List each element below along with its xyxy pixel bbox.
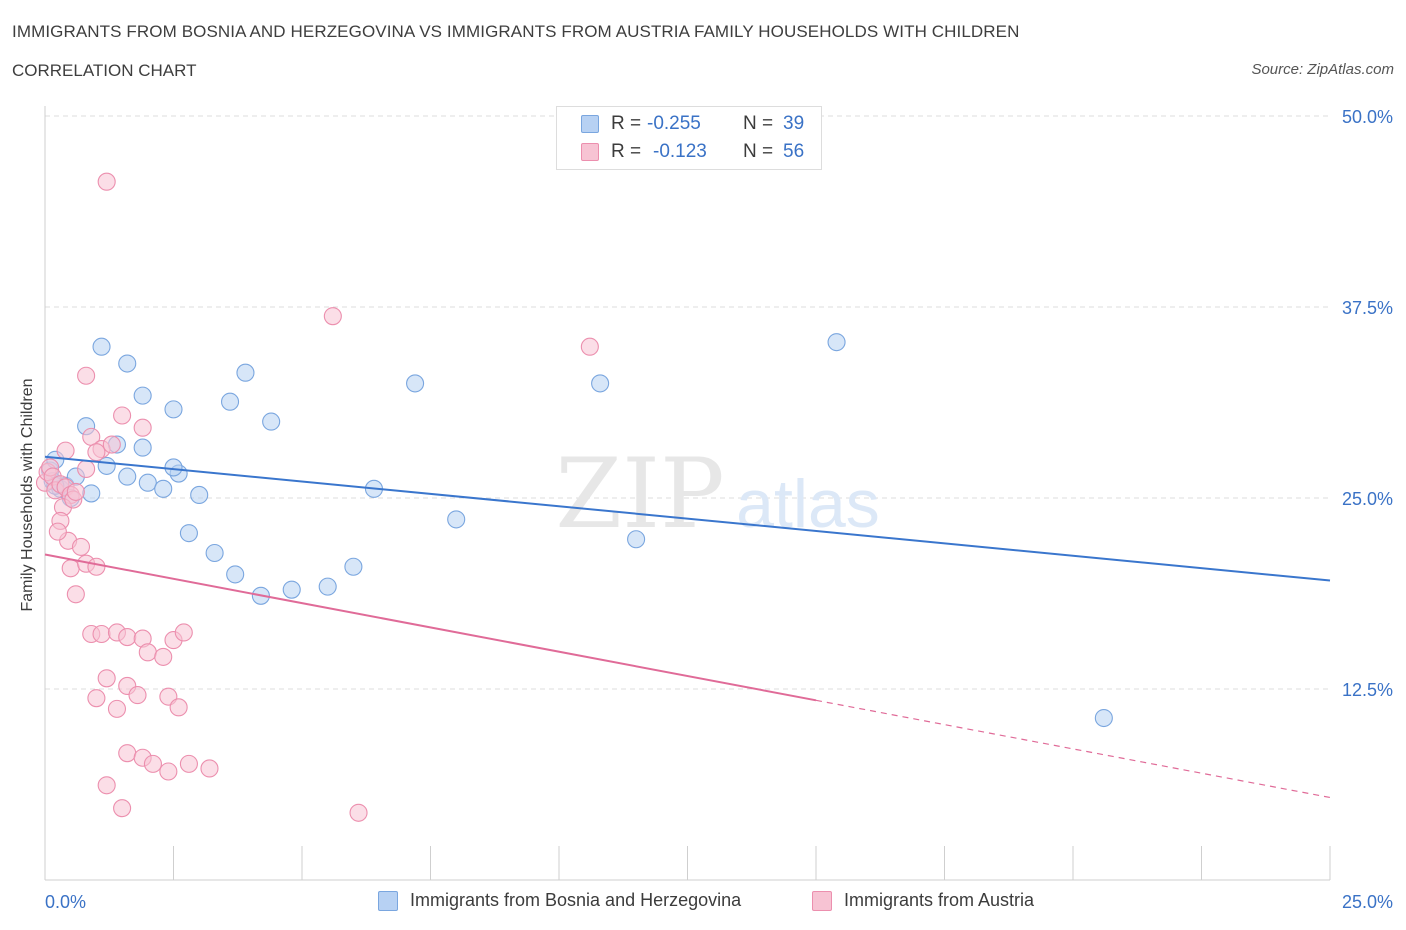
austria-point	[61, 559, 80, 578]
bosnia-point	[82, 484, 101, 503]
bosnia-point	[236, 363, 255, 382]
austria-point	[87, 689, 106, 708]
series-legend: Immigrants from Bosnia and Herzegovina I…	[0, 890, 1406, 914]
bosnia-point	[92, 337, 111, 356]
austria-trend-line	[44, 553, 817, 702]
n-label: N =	[743, 141, 774, 162]
austria-point	[77, 459, 96, 479]
bosnia-point	[627, 530, 646, 549]
legend-swatch-bosnia	[581, 115, 599, 133]
austria-point	[107, 699, 127, 718]
bosnia-point	[190, 485, 209, 504]
legend-swatch-austria	[581, 143, 599, 161]
x-tick-label: 25.0%	[1342, 892, 1393, 912]
austria-point	[174, 623, 193, 642]
bosnia-point	[406, 374, 425, 393]
austria-point	[349, 803, 368, 822]
austria-point	[113, 799, 132, 818]
bosnia-point	[133, 438, 152, 457]
austria-point	[97, 669, 116, 688]
chart-title: IMMIGRANTS FROM BOSNIA AND HERZEGOVINA V…	[12, 22, 1020, 41]
austria-point	[169, 698, 188, 717]
bosnia-point	[591, 374, 610, 393]
austria-point	[97, 172, 116, 191]
legend-row-austria: R = -0.123 N = 56	[581, 141, 804, 163]
r-label: R =	[611, 141, 642, 162]
r-label: R =	[611, 113, 642, 134]
legend-item-bosnia[interactable]: Immigrants from Bosnia and Herzegovina	[378, 890, 741, 911]
austria-trend-extension	[815, 699, 1331, 799]
austria-point	[87, 443, 106, 462]
legend-label-bosnia: Immigrants from Bosnia and Herzegovina	[410, 890, 742, 910]
bosnia-point	[164, 400, 183, 419]
austria-point	[179, 754, 198, 773]
austria-point	[133, 418, 152, 437]
austria-point	[77, 366, 96, 385]
y-tick-label: 50.0%	[1342, 107, 1393, 127]
austria-point	[87, 557, 106, 576]
bosnia-point	[318, 577, 337, 596]
bosnia-point	[282, 580, 301, 599]
bosnia-point	[138, 473, 157, 492]
bosnia-point	[262, 412, 281, 431]
bosnia-trend-line	[44, 455, 1331, 582]
legend-swatch-bosnia	[378, 890, 398, 911]
legend-row-bosnia: R = -0.255 N = 39	[581, 113, 804, 135]
correlation-legend: R = -0.255 N = 39 R = -0.123 N = 56	[556, 106, 822, 170]
y-tick-label: 25.0%	[1342, 489, 1393, 509]
austria-point	[154, 647, 173, 666]
y-tick-label: 37.5%	[1342, 298, 1393, 318]
austria-point	[118, 744, 137, 763]
bosnia-point	[220, 392, 240, 411]
bosnia-point	[154, 479, 173, 498]
bosnia-point	[1094, 708, 1113, 728]
austria-point	[97, 776, 116, 795]
austria-point	[56, 441, 75, 460]
n-label: N =	[743, 113, 774, 134]
legend-swatch-austria	[812, 890, 832, 911]
bosnia-point	[447, 510, 466, 529]
bosnia-point	[205, 543, 224, 563]
bosnia-point	[118, 354, 137, 373]
austria-point	[200, 759, 219, 778]
source-label: Source: ZipAtlas.com	[1251, 61, 1394, 78]
bosnia-point	[164, 458, 183, 477]
legend-label-austria: Immigrants from Austria	[844, 890, 1035, 910]
bosnia-point	[179, 524, 198, 543]
r-value: -0.123	[653, 141, 707, 162]
bosnia-point	[118, 467, 137, 486]
austria-point	[118, 627, 137, 647]
bosnia-point	[344, 557, 363, 576]
bosnia-point	[226, 565, 245, 584]
x-tick-label: 0.0%	[45, 892, 86, 912]
austria-point	[323, 307, 342, 326]
austria-point	[159, 762, 178, 781]
austria-point	[102, 435, 121, 454]
austria-point	[138, 643, 157, 662]
austria-point	[71, 537, 91, 556]
austria-point	[113, 406, 132, 425]
n-value: 39	[783, 113, 805, 134]
chart-subtitle: CORRELATION CHART	[12, 61, 197, 80]
austria-point	[66, 482, 85, 501]
n-value: 56	[783, 141, 805, 162]
legend-item-austria[interactable]: Immigrants from Austria	[812, 890, 1034, 911]
austria-point	[92, 624, 111, 644]
austria-point	[580, 337, 599, 356]
austria-point	[66, 585, 85, 604]
austria-point	[128, 686, 147, 705]
y-tick-label: 12.5%	[1342, 680, 1393, 700]
bosnia-point	[827, 333, 846, 352]
austria-point	[48, 522, 67, 541]
y-axis-title: Family Households with Children	[19, 378, 36, 612]
r-value: -0.255	[647, 113, 701, 134]
austria-point	[143, 754, 162, 773]
bosnia-point	[133, 386, 152, 405]
